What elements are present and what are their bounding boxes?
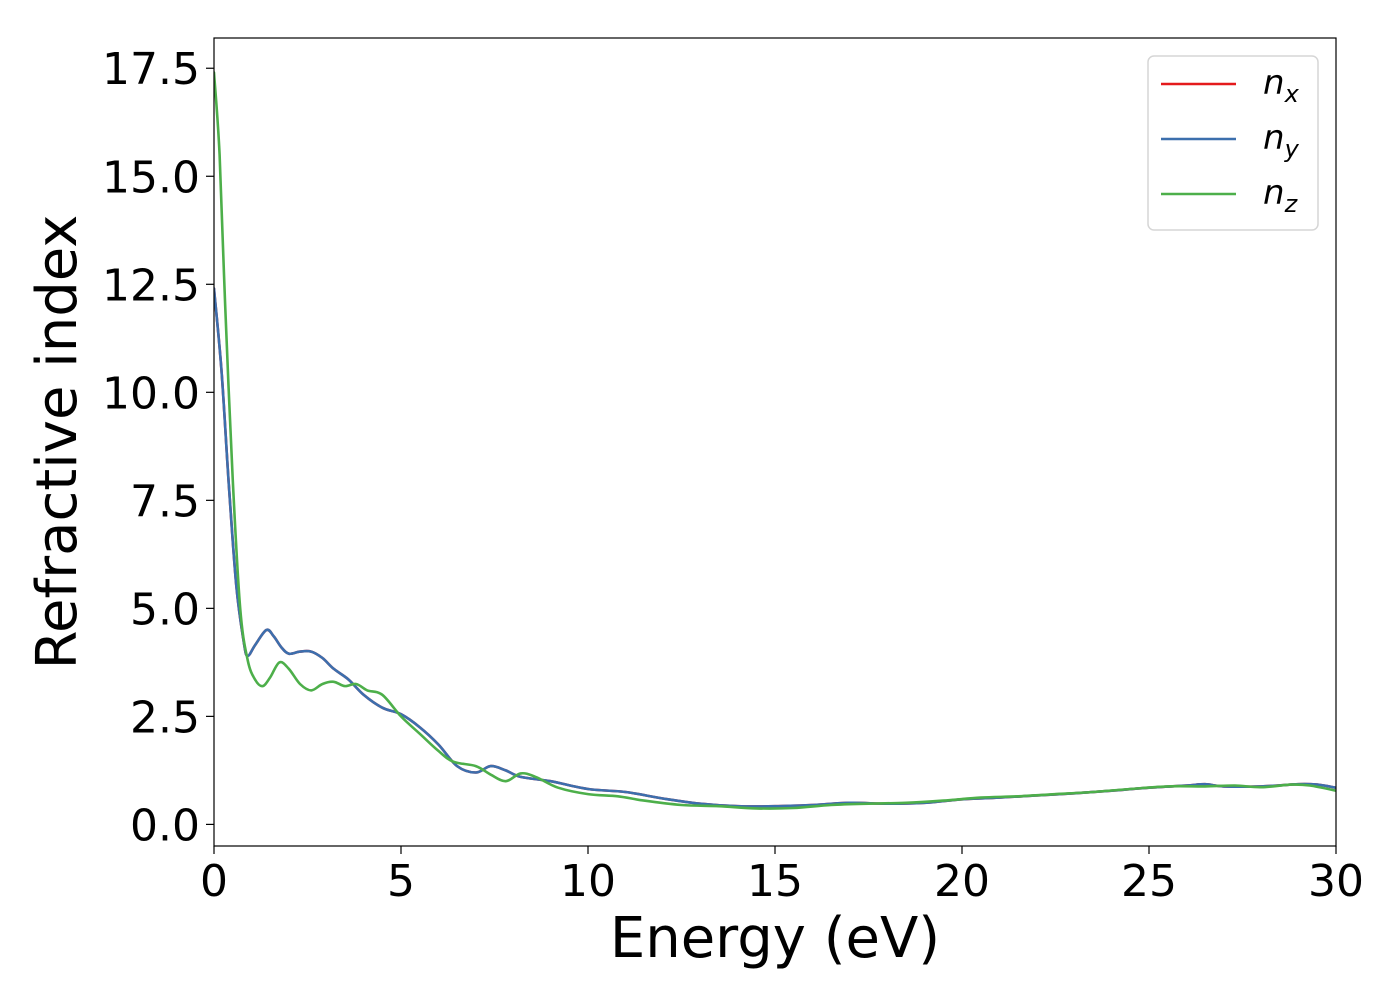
x-tick-label: 15: [747, 856, 803, 907]
y-tick-label: 7.5: [130, 476, 200, 527]
y-tick-label: 0.0: [130, 800, 200, 851]
legend-label-subscript: z: [1284, 190, 1299, 218]
legend-label-z: nz: [1263, 173, 1299, 218]
x-tick-label: 30: [1308, 856, 1364, 907]
legend-label-subscript: y: [1284, 135, 1300, 163]
x-tick-label: 5: [387, 856, 415, 907]
legend-label-y: ny: [1263, 118, 1300, 163]
y-tick-label: 5.0: [130, 584, 200, 635]
y-axis: 0.0 2.5 5.0 7.5 10.0 12.5 15.0 17.5: [102, 44, 214, 851]
legend-label-base: n: [1263, 173, 1285, 213]
legend-box: [1147, 55, 1319, 231]
legend-label-base: n: [1263, 63, 1285, 103]
series-line-y: [214, 287, 1336, 808]
legend-label-x: nx: [1263, 63, 1300, 108]
y-tick-label: 17.5: [102, 44, 200, 95]
x-tick-label: 10: [560, 856, 616, 907]
legend-label-base: n: [1263, 118, 1285, 158]
x-tick-label: 25: [1121, 856, 1177, 907]
legend-label-subscript: x: [1284, 80, 1300, 108]
series-line-x: [214, 287, 1336, 808]
x-tick-label: 0: [200, 856, 228, 907]
x-tick-label: 20: [934, 856, 990, 907]
y-tick-label: 10.0: [102, 368, 200, 419]
y-tick-label: 15.0: [102, 152, 200, 203]
y-axis-title: Refractive index: [25, 215, 90, 670]
y-tick-label: 2.5: [130, 692, 200, 743]
series-line-z: [214, 71, 1336, 810]
y-tick-label: 12.5: [102, 260, 200, 311]
x-axis: 0 5 10 15 20 25 30: [200, 846, 1364, 907]
x-axis-title: Energy (eV): [610, 906, 940, 971]
series-layer: [214, 71, 1336, 810]
